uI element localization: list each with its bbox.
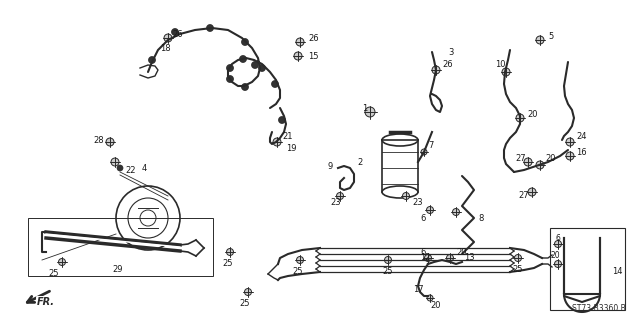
Circle shape bbox=[421, 149, 427, 155]
Circle shape bbox=[172, 28, 179, 36]
Text: 25: 25 bbox=[513, 266, 524, 275]
Circle shape bbox=[106, 138, 114, 146]
Circle shape bbox=[452, 209, 460, 215]
Circle shape bbox=[58, 259, 65, 266]
Circle shape bbox=[536, 161, 544, 169]
Bar bbox=[28, 218, 213, 276]
Text: 21: 21 bbox=[282, 132, 292, 140]
Text: 25: 25 bbox=[223, 259, 233, 268]
Text: 25: 25 bbox=[383, 268, 393, 276]
Text: 5: 5 bbox=[548, 31, 553, 41]
Circle shape bbox=[337, 193, 344, 199]
Circle shape bbox=[426, 206, 433, 213]
Text: FR.: FR. bbox=[37, 297, 55, 307]
Text: 20: 20 bbox=[550, 251, 560, 260]
Text: 10: 10 bbox=[495, 60, 506, 68]
Text: 14: 14 bbox=[612, 268, 623, 276]
Circle shape bbox=[227, 76, 234, 83]
Text: 16: 16 bbox=[576, 148, 587, 156]
Circle shape bbox=[566, 152, 574, 160]
Circle shape bbox=[296, 257, 303, 263]
Circle shape bbox=[365, 107, 375, 117]
Text: 15: 15 bbox=[308, 52, 319, 60]
Text: 8: 8 bbox=[478, 213, 483, 222]
Text: 23: 23 bbox=[330, 197, 340, 206]
Text: 12: 12 bbox=[420, 253, 431, 262]
Circle shape bbox=[432, 66, 440, 74]
Text: 9: 9 bbox=[328, 162, 333, 171]
Text: 27: 27 bbox=[515, 154, 525, 163]
Bar bbox=[550, 228, 625, 310]
Circle shape bbox=[554, 260, 561, 268]
Circle shape bbox=[239, 55, 246, 62]
Text: ST73-B3360 B: ST73-B3360 B bbox=[572, 304, 626, 313]
Text: 7: 7 bbox=[428, 140, 433, 149]
Text: 24: 24 bbox=[576, 132, 586, 140]
Text: 25: 25 bbox=[240, 299, 250, 308]
Circle shape bbox=[271, 81, 278, 87]
Circle shape bbox=[294, 52, 302, 60]
Text: 2: 2 bbox=[357, 157, 362, 166]
Text: 18: 18 bbox=[160, 44, 171, 52]
Circle shape bbox=[502, 68, 510, 76]
Text: 22: 22 bbox=[125, 165, 136, 174]
Text: 20: 20 bbox=[545, 154, 556, 163]
Text: 20: 20 bbox=[527, 109, 538, 118]
Text: 29: 29 bbox=[113, 266, 124, 275]
Text: 26: 26 bbox=[308, 34, 319, 43]
Circle shape bbox=[424, 254, 431, 261]
Circle shape bbox=[227, 249, 234, 255]
Circle shape bbox=[111, 158, 119, 166]
Circle shape bbox=[227, 65, 234, 71]
Text: 26: 26 bbox=[172, 29, 182, 38]
Text: 19: 19 bbox=[286, 143, 296, 153]
Text: 20: 20 bbox=[430, 300, 440, 309]
Text: 13: 13 bbox=[464, 253, 475, 262]
Circle shape bbox=[516, 114, 524, 122]
Circle shape bbox=[207, 25, 214, 31]
Text: 23: 23 bbox=[412, 197, 422, 206]
Circle shape bbox=[403, 193, 410, 199]
Circle shape bbox=[528, 188, 536, 196]
Text: 1: 1 bbox=[362, 103, 367, 113]
Text: 6: 6 bbox=[555, 234, 560, 243]
Circle shape bbox=[241, 38, 248, 45]
Text: 25: 25 bbox=[49, 268, 60, 277]
Circle shape bbox=[566, 138, 574, 146]
Circle shape bbox=[259, 65, 266, 71]
Text: 17: 17 bbox=[413, 285, 423, 294]
Text: 6: 6 bbox=[420, 213, 426, 222]
Circle shape bbox=[524, 158, 532, 166]
Circle shape bbox=[278, 116, 285, 124]
Circle shape bbox=[241, 84, 248, 91]
Circle shape bbox=[148, 57, 156, 63]
Text: 28: 28 bbox=[93, 135, 104, 145]
Circle shape bbox=[554, 241, 561, 247]
Text: 25: 25 bbox=[292, 268, 303, 276]
Text: 6: 6 bbox=[420, 247, 426, 257]
Circle shape bbox=[164, 34, 172, 42]
Circle shape bbox=[252, 61, 259, 68]
Circle shape bbox=[447, 254, 454, 261]
Circle shape bbox=[536, 36, 544, 44]
Circle shape bbox=[427, 295, 433, 301]
Circle shape bbox=[117, 165, 123, 171]
Circle shape bbox=[273, 138, 281, 146]
Text: 3: 3 bbox=[448, 47, 453, 57]
Circle shape bbox=[296, 38, 304, 46]
Text: 20: 20 bbox=[456, 247, 467, 257]
Circle shape bbox=[515, 254, 522, 261]
Text: 27: 27 bbox=[518, 190, 529, 199]
Circle shape bbox=[385, 257, 392, 263]
Circle shape bbox=[244, 289, 252, 295]
Text: 4: 4 bbox=[142, 164, 147, 172]
Text: 26: 26 bbox=[442, 60, 452, 68]
